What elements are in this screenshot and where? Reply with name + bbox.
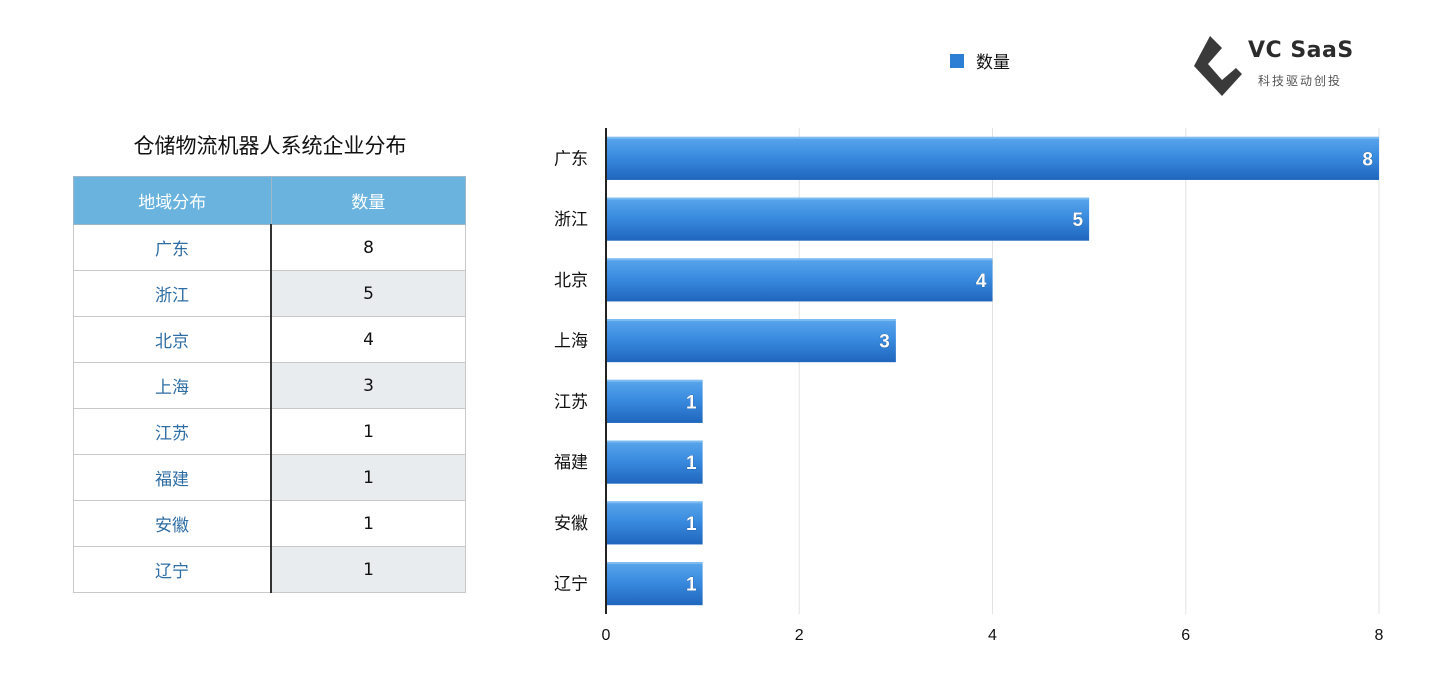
bar-highlight [607, 319, 896, 322]
bar [607, 562, 703, 606]
bar-highlight [607, 440, 703, 443]
y-category-label: 安徽 [554, 514, 588, 534]
bar-value-label: 3 [879, 332, 890, 353]
y-category-label: 江苏 [554, 392, 588, 412]
bar-value-label: 1 [686, 514, 697, 535]
cell-region: 安徽 [73, 500, 272, 547]
logo-brand-text: VC SaaS [1248, 38, 1354, 63]
legend-swatch [950, 53, 964, 68]
bar [607, 258, 993, 302]
cell-count: 1 [270, 546, 466, 593]
header-count: 数量 [270, 176, 466, 225]
table-row: 安徽 1 [73, 500, 466, 547]
cell-region: 福建 [73, 454, 272, 501]
bar [607, 440, 703, 484]
bar-value-label: 5 [1073, 210, 1084, 231]
bar-highlight [607, 562, 703, 565]
table-row: 江苏 1 [73, 408, 466, 455]
y-category-label: 辽宁 [554, 575, 588, 595]
bar-value-label: 1 [686, 575, 697, 596]
x-tick-label: 8 [1375, 627, 1384, 644]
cell-count: 3 [270, 362, 466, 409]
cell-count: 8 [270, 224, 466, 271]
bar-value-label: 4 [976, 271, 987, 292]
region-table: 地域分布 数量 广东 8 浙江 5 北京 4 上海 3 江苏 1 福建 1 安徽 [73, 176, 466, 593]
bar-highlight [607, 197, 1090, 200]
cell-region: 广东 [73, 224, 272, 271]
y-category-label: 广东 [554, 149, 588, 169]
x-tick-label: 2 [795, 627, 804, 644]
header-region: 地域分布 [73, 176, 272, 225]
cell-count: 4 [270, 316, 466, 363]
cell-count: 1 [270, 500, 466, 547]
bar [607, 136, 1379, 180]
cell-region: 北京 [73, 316, 272, 363]
vc-saas-logo: VC SaaS 科技驱动创投 [1188, 30, 1388, 100]
bar-highlight [607, 136, 1379, 139]
x-tick-label: 4 [988, 627, 997, 644]
bar-highlight [607, 258, 993, 261]
y-category-label: 上海 [554, 332, 588, 352]
bar [607, 379, 703, 423]
table-row: 北京 4 [73, 316, 466, 363]
bar-highlight [607, 379, 703, 382]
legend-label: 数量 [976, 53, 1010, 73]
bar-chart: 0 2 4 6 8 广东 8 浙江 5 北京 4 上海 3 江苏 1 福建 1 安徽 1 辽宁 1 [554, 128, 1384, 644]
y-category-label: 北京 [554, 271, 588, 291]
y-category-label: 福建 [554, 453, 588, 473]
chart-legend: 数量 [950, 48, 1010, 73]
bar-highlight [607, 501, 703, 504]
bar-value-label: 1 [686, 453, 697, 474]
cell-count: 1 [270, 454, 466, 501]
cell-region: 江苏 [73, 408, 272, 455]
table-title: 仓储物流机器人系统企业分布 [133, 134, 407, 158]
x-tick-label: 0 [602, 627, 611, 644]
bar-value-label: 8 [1362, 149, 1373, 170]
table-row: 广东 8 [73, 224, 466, 271]
cell-count: 5 [270, 270, 466, 317]
y-category-label: 浙江 [554, 210, 588, 230]
table-row: 福建 1 [73, 454, 466, 501]
x-tick-label: 6 [1181, 627, 1190, 644]
logo-slogan-text: 科技驱动创投 [1258, 74, 1343, 88]
bar-value-label: 1 [686, 392, 697, 413]
bar [607, 319, 896, 363]
table-row: 浙江 5 [73, 270, 466, 317]
bar [607, 197, 1090, 241]
cell-region: 浙江 [73, 270, 272, 317]
table-row: 上海 3 [73, 362, 466, 409]
table-header-row: 地域分布 数量 [73, 176, 466, 225]
table-row: 辽宁 1 [73, 546, 466, 593]
logo-mark-icon [1194, 36, 1242, 96]
cell-region: 上海 [73, 362, 272, 409]
cell-count: 1 [270, 408, 466, 455]
bar [607, 501, 703, 545]
cell-region: 辽宁 [73, 546, 272, 593]
